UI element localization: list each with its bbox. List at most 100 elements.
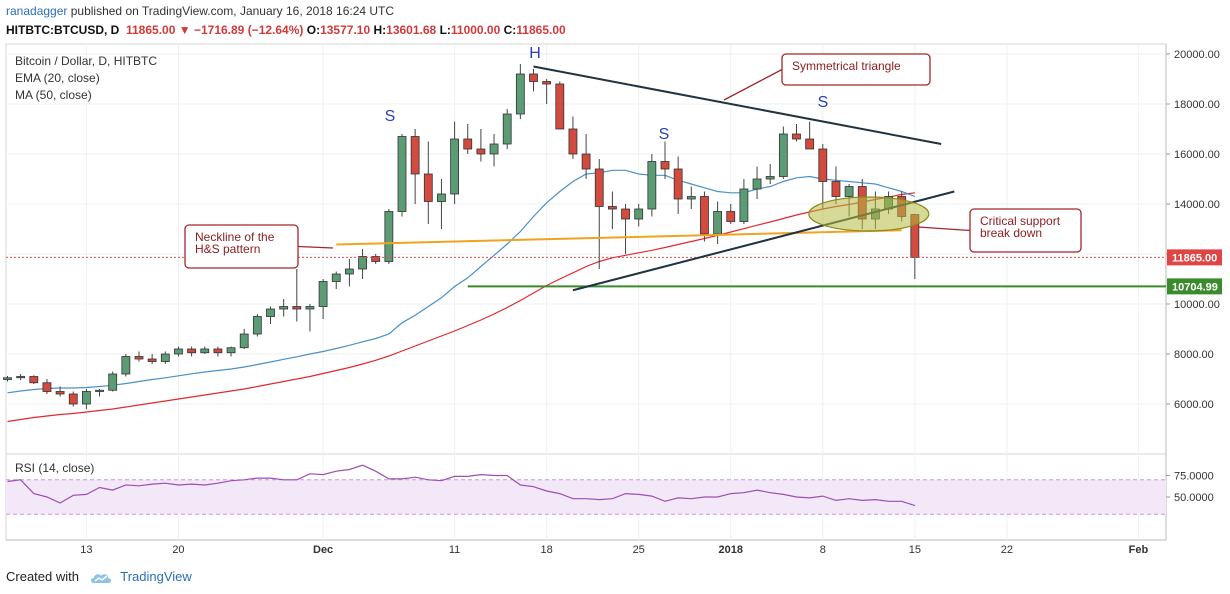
candle[interactable] bbox=[765, 164, 775, 184]
candle[interactable] bbox=[42, 379, 52, 394]
last-price-tag-text: 11865.00 bbox=[1172, 252, 1217, 264]
candle[interactable] bbox=[489, 134, 499, 167]
ema-legend[interactable]: EMA (20, close) bbox=[15, 71, 100, 85]
candle[interactable] bbox=[318, 279, 328, 319]
candle[interactable] bbox=[305, 304, 315, 332]
candle[interactable] bbox=[476, 129, 486, 162]
grid bbox=[6, 44, 1166, 540]
candle[interactable] bbox=[200, 346, 210, 355]
ma-legend[interactable]: MA (50, close) bbox=[15, 88, 92, 102]
candle[interactable] bbox=[608, 191, 617, 230]
candle[interactable] bbox=[450, 121, 460, 205]
header: ranadagger published on TradingView.com,… bbox=[0, 0, 1230, 44]
candle[interactable] bbox=[187, 346, 197, 357]
candle-body bbox=[502, 113, 512, 145]
candle[interactable] bbox=[108, 371, 118, 392]
candle[interactable] bbox=[292, 269, 302, 322]
candle-body bbox=[844, 186, 854, 197]
candle[interactable] bbox=[213, 346, 223, 357]
candle[interactable] bbox=[29, 375, 39, 384]
candle[interactable] bbox=[555, 81, 565, 130]
triangle-upper-line[interactable] bbox=[533, 65, 942, 145]
candle-body bbox=[252, 316, 262, 335]
candle-body bbox=[660, 161, 670, 170]
candle-body bbox=[384, 211, 394, 262]
candle[interactable] bbox=[568, 116, 578, 160]
candle[interactable] bbox=[686, 186, 696, 210]
price-axis[interactable]: 20000.0018000.0016000.0014000.0012000.00… bbox=[1166, 49, 1220, 411]
candle[interactable] bbox=[634, 204, 644, 227]
candle[interactable] bbox=[3, 376, 12, 382]
neckline-line[interactable] bbox=[336, 229, 902, 246]
open-value: 13577.10 bbox=[320, 23, 371, 37]
candle[interactable] bbox=[266, 306, 275, 325]
time-axis[interactable]: 13 20 Dec 11 18 25 2018 8 15 22 Feb bbox=[80, 544, 1148, 556]
triangle-callout[interactable]: Symmetrical triangle bbox=[723, 53, 931, 101]
candle[interactable] bbox=[529, 69, 538, 92]
rsi-legend[interactable]: RSI (14, close) bbox=[15, 461, 95, 475]
candle[interactable] bbox=[515, 64, 525, 119]
candle[interactable] bbox=[502, 109, 512, 149]
neckline-callout-box bbox=[184, 224, 299, 269]
candle[interactable] bbox=[621, 204, 630, 254]
candle[interactable] bbox=[673, 156, 683, 215]
price-tick-label: 8000.00 bbox=[1174, 349, 1214, 361]
candle-body bbox=[476, 148, 486, 155]
neckline-callout-pointer bbox=[297, 245, 334, 249]
author-link[interactable]: ranadagger bbox=[6, 4, 68, 18]
candle[interactable] bbox=[805, 121, 815, 150]
low-value: 11000.00 bbox=[450, 23, 501, 37]
candle[interactable] bbox=[279, 299, 289, 317]
candle[interactable] bbox=[134, 351, 144, 362]
tradingview-cloud-icon bbox=[90, 574, 111, 584]
candle[interactable] bbox=[423, 141, 433, 225]
candle[interactable] bbox=[437, 179, 446, 229]
candle[interactable] bbox=[16, 374, 26, 381]
candle[interactable] bbox=[121, 354, 131, 377]
price-tick-label: 6000.00 bbox=[1174, 399, 1214, 411]
candle-body bbox=[42, 382, 52, 392]
candle[interactable] bbox=[147, 354, 157, 364]
candle[interactable] bbox=[726, 204, 736, 224]
candle[interactable] bbox=[792, 124, 801, 142]
candle[interactable] bbox=[818, 144, 828, 209]
candle[interactable] bbox=[160, 351, 170, 365]
series-title[interactable]: Bitcoin / Dollar, D, HITBTC bbox=[15, 54, 158, 68]
candle[interactable] bbox=[331, 271, 341, 290]
candle[interactable] bbox=[358, 249, 367, 279]
candle[interactable] bbox=[397, 134, 407, 217]
candle[interactable] bbox=[95, 389, 104, 397]
candle[interactable] bbox=[68, 391, 78, 407]
candle[interactable] bbox=[226, 346, 236, 357]
support-price-tag: 10704.99 bbox=[1167, 278, 1222, 295]
candle-body bbox=[121, 356, 131, 375]
tradingview-link[interactable]: TradingView bbox=[120, 569, 192, 584]
candle[interactable] bbox=[647, 154, 657, 217]
candle[interactable] bbox=[384, 209, 394, 264]
candle[interactable] bbox=[542, 79, 552, 104]
candle[interactable] bbox=[739, 179, 749, 224]
candle[interactable] bbox=[778, 126, 788, 180]
candles[interactable] bbox=[3, 64, 920, 409]
candle[interactable] bbox=[594, 159, 604, 269]
candle[interactable] bbox=[463, 124, 473, 154]
candle[interactable] bbox=[410, 129, 420, 204]
support-break-ellipse[interactable] bbox=[808, 196, 930, 232]
candle[interactable] bbox=[174, 346, 183, 357]
candle-body bbox=[305, 306, 315, 310]
candle[interactable] bbox=[581, 134, 591, 179]
candle[interactable] bbox=[82, 389, 91, 409]
candle[interactable] bbox=[344, 259, 354, 287]
candle[interactable] bbox=[371, 254, 381, 264]
candle[interactable] bbox=[252, 314, 262, 337]
candle[interactable] bbox=[700, 191, 709, 242]
candle[interactable] bbox=[660, 141, 670, 180]
candle[interactable] bbox=[831, 166, 841, 205]
candle[interactable] bbox=[239, 329, 249, 349]
candle[interactable] bbox=[55, 386, 65, 397]
candle[interactable] bbox=[752, 166, 762, 200]
